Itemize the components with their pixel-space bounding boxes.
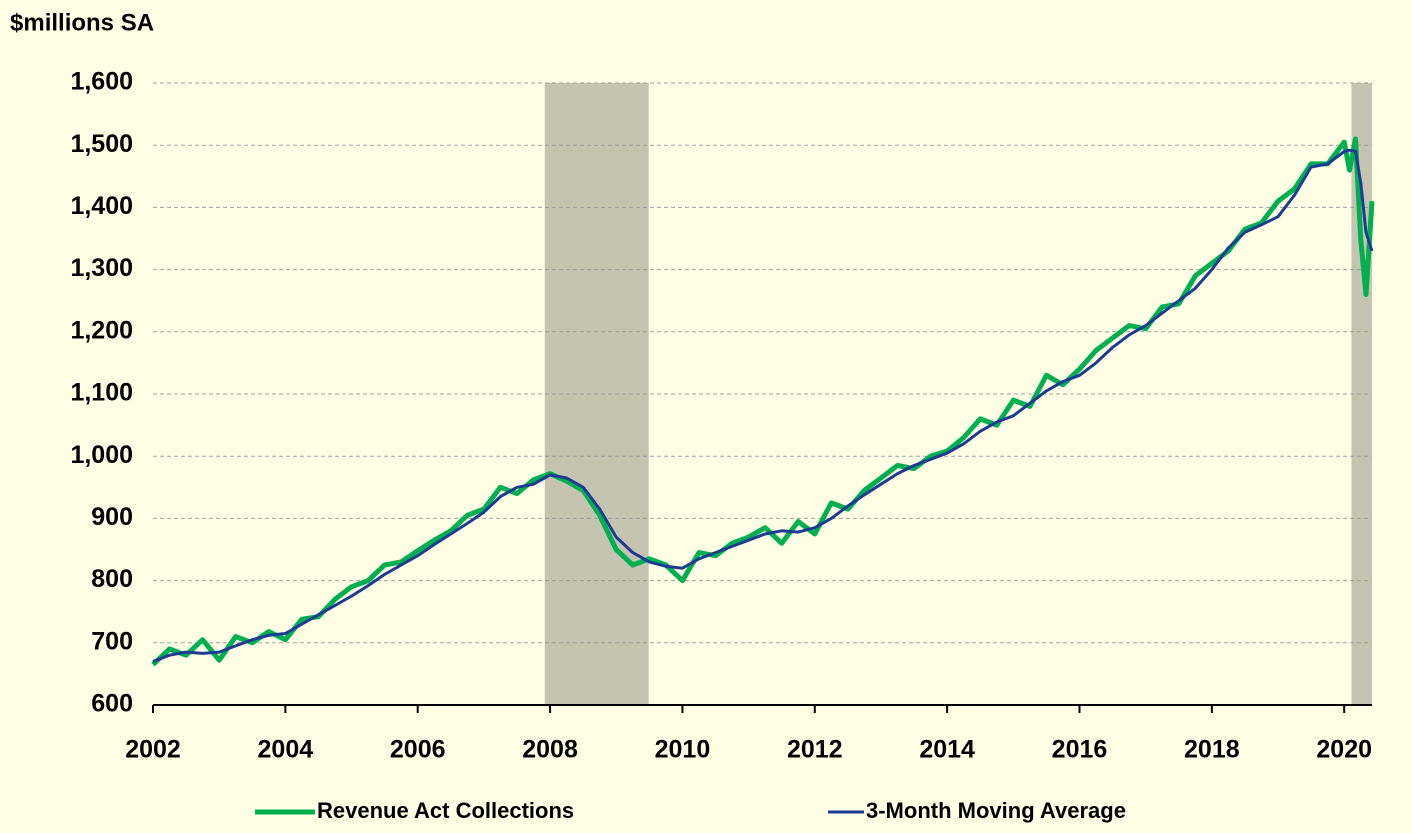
y-axis-label: $millions SA <box>10 9 154 36</box>
x-tick-label: 2016 <box>1052 736 1108 764</box>
x-tick-label: 2008 <box>522 736 578 764</box>
y-tick-label: 1,400 <box>70 192 133 220</box>
legend-label: 3-Month Moving Average <box>866 798 1126 823</box>
x-tick-label: 2018 <box>1184 736 1240 764</box>
y-tick-label: 1,200 <box>70 316 133 344</box>
y-tick-label: 1,300 <box>70 254 133 282</box>
x-tick-label: 2012 <box>787 736 843 764</box>
y-tick-label: 1,500 <box>70 130 133 158</box>
y-tick-label: 1,100 <box>70 379 133 407</box>
x-tick-label: 2014 <box>919 736 975 764</box>
data-line <box>152 148 1374 663</box>
x-tick-label: 2010 <box>655 736 711 764</box>
y-tick-label: 900 <box>91 503 133 531</box>
legend-label: Revenue Act Collections <box>317 798 574 823</box>
y-tick-label: 800 <box>91 565 133 593</box>
y-tick-label: 1,000 <box>70 441 133 469</box>
y-tick-label: 1,600 <box>70 68 133 96</box>
x-tick-label: 2002 <box>125 736 181 764</box>
x-tick-label: 2004 <box>258 736 314 764</box>
y-tick-label: 600 <box>91 690 133 718</box>
x-tick-label: 2020 <box>1316 736 1372 764</box>
recession-shade <box>1351 83 1372 705</box>
y-tick-label: 700 <box>91 627 133 655</box>
data-line <box>151 136 1375 667</box>
x-tick-label: 2006 <box>390 736 446 764</box>
